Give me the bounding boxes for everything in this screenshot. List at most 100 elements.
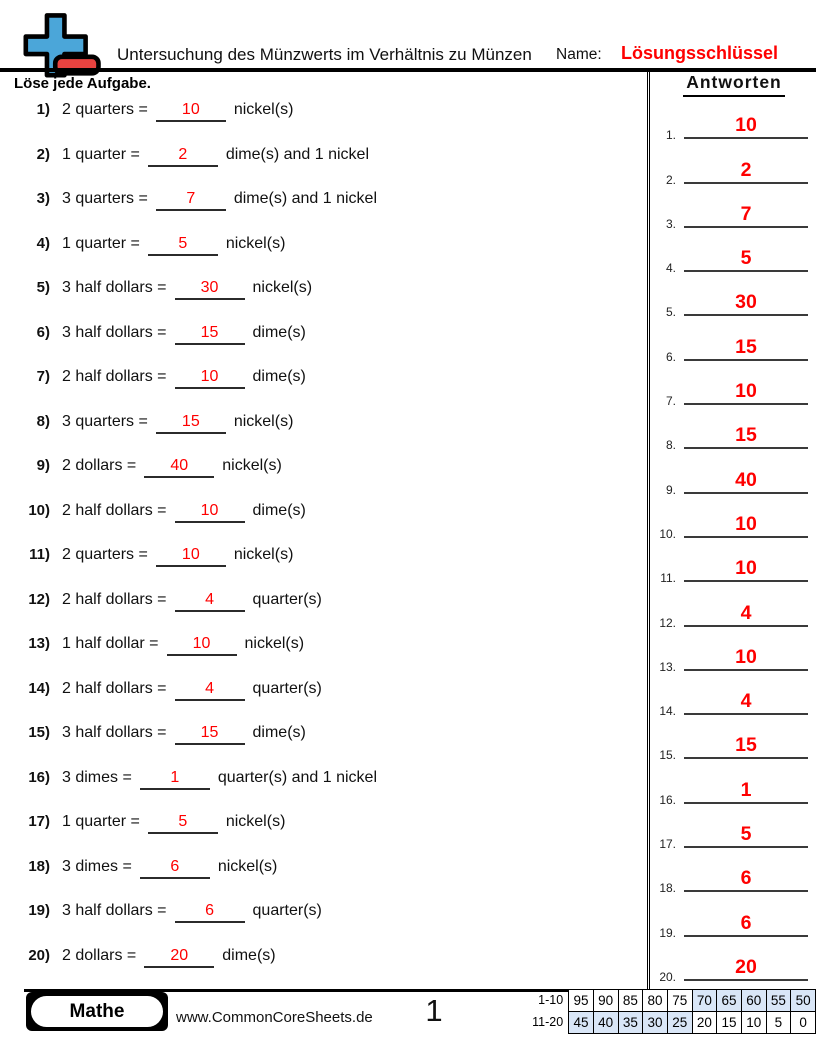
blank-answer-value: 6	[170, 857, 180, 875]
problem-text-after: dime(s)	[252, 501, 306, 519]
score-cell: 80	[642, 988, 668, 1012]
problem-number: 7)	[36, 368, 50, 385]
problem-text-before: 1 half dollar =	[62, 635, 159, 652]
problem-number: 5)	[36, 279, 50, 296]
answer-row: 20. 20	[650, 945, 814, 989]
answer-key-label: Lösungsschlüssel	[621, 43, 779, 63]
answer-line	[684, 270, 808, 273]
blank-answer-value: 15	[200, 323, 219, 341]
blank-answer-value: 7	[186, 190, 196, 207]
answer-row: 2. 2	[650, 147, 814, 191]
blank-answer-value: 5	[178, 813, 188, 830]
answer-value: 4	[740, 690, 752, 713]
answer-value: 15	[735, 734, 757, 757]
answer-number: 8.	[665, 438, 676, 453]
problem-text-after: dime(s) and 1 nickel	[225, 145, 369, 163]
answer-value: 10	[735, 512, 757, 535]
problem-row: 15) 3 half dollars = 15 dime(s)	[10, 717, 640, 762]
answer-line	[684, 358, 808, 361]
problem-number: 19)	[28, 902, 50, 919]
problem-text-before: 2 dollars =	[62, 946, 137, 964]
answer-value: 5	[740, 247, 752, 270]
problem-row: 8) 3 quarters = 15 nickel(s)	[10, 406, 640, 451]
problem-row: 9) 2 dollars = 40 nickel(s)	[10, 450, 640, 495]
answer-blank: 5	[147, 812, 218, 834]
problem-text-after: nickel(s)	[244, 635, 305, 652]
answer-number: 17.	[659, 837, 676, 852]
answers-title: Antworten	[683, 72, 785, 97]
answer-number: 13.	[659, 659, 676, 674]
problem-row: 1) 2 quarters = 10 nickel(s)	[10, 94, 640, 139]
name-label: Name:	[556, 46, 602, 63]
answer-number: 18.	[659, 881, 676, 896]
answer-row: 6. 15	[650, 324, 814, 368]
answer-value: 15	[735, 424, 757, 447]
answer-line	[684, 757, 808, 760]
answer-row: 12. 4	[650, 590, 814, 634]
answer-blank: 6	[174, 901, 245, 923]
answer-line	[684, 535, 808, 538]
blank-answer-value: 30	[200, 279, 219, 296]
answer-number: 6.	[665, 349, 676, 364]
footer-rule	[24, 989, 816, 992]
answer-blank: 6	[139, 857, 210, 879]
answer-value: 7	[740, 202, 752, 225]
answer-value: 10	[735, 114, 757, 137]
problem-number: 10)	[28, 501, 50, 519]
problem-text-after: nickel(s)	[233, 546, 294, 563]
problem-row: 10) 2 half dollars = 10 dime(s)	[10, 495, 640, 540]
score-cell: 60	[740, 988, 767, 1012]
answer-line	[684, 801, 808, 804]
problem-text-before: 3 quarters =	[62, 190, 148, 207]
problem-text-after: nickel(s)	[252, 279, 313, 296]
problem-number: 13)	[28, 635, 50, 652]
blank-answer-value: 20	[170, 946, 189, 964]
blank-answer-value: 10	[200, 368, 219, 385]
answer-row: 18. 6	[650, 856, 814, 900]
problem-text-before: 3 dimes =	[62, 768, 132, 786]
problem-number: 4)	[36, 234, 50, 252]
answer-value: 6	[740, 911, 752, 934]
answer-line	[684, 934, 808, 937]
answer-blank: 15	[155, 412, 226, 434]
answer-blank: 30	[174, 278, 245, 300]
answer-blank: 20	[144, 946, 215, 968]
answer-value: 30	[735, 291, 757, 314]
problem-number: 1)	[36, 101, 50, 118]
answer-blank: 10	[155, 100, 226, 122]
answer-row: 1. 10	[650, 103, 814, 147]
answer-number: 10.	[659, 526, 676, 541]
subject-badge: Mathe	[26, 992, 168, 1031]
problem-number: 8)	[36, 412, 50, 430]
answer-row: 13. 10	[650, 635, 814, 679]
answer-number: 5.	[665, 305, 676, 320]
problem-text-before: 1 quarter =	[62, 234, 140, 252]
problem-number: 12)	[28, 590, 50, 608]
answers-title-wrap: Antworten	[655, 72, 813, 97]
answer-row: 17. 5	[650, 812, 814, 856]
answer-row: 7. 10	[650, 369, 814, 413]
score-cell: 10	[740, 1010, 767, 1034]
problem-text-before: 2 dollars =	[62, 457, 137, 474]
problem-row: 3) 3 quarters = 7 dime(s) and 1 nickel	[10, 183, 640, 228]
problem-text-before: 2 half dollars =	[62, 368, 167, 385]
answers-list: 1. 10 2. 2 3. 7 4. 5 5. 30 6. 15 7. 10 8. 15 9. 40 10. 10 11…	[650, 103, 814, 989]
answer-row: 5. 30	[650, 280, 814, 324]
problem-row: 12) 2 half dollars = 4 quarter(s)	[10, 584, 640, 629]
problem-text-before: 2 quarters =	[62, 101, 148, 118]
score-cell: 75	[666, 988, 693, 1012]
score-range-label: 11-20	[532, 1015, 564, 1029]
instruction-text: Löse jede Aufgabe.	[14, 75, 151, 92]
problem-row: 17) 1 quarter = 5 nickel(s)	[10, 806, 640, 851]
answer-number: 12.	[659, 615, 676, 630]
problem-text-after: dime(s) and 1 nickel	[233, 190, 377, 207]
problem-text-before: 3 half dollars =	[62, 323, 167, 341]
problem-text-after: dime(s)	[222, 946, 276, 964]
answer-value: 40	[735, 468, 757, 491]
score-cell: 50	[790, 988, 816, 1012]
blank-answer-value: 10	[192, 635, 211, 652]
answer-number: 2.	[665, 172, 676, 187]
answer-blank: 10	[155, 545, 226, 567]
answer-line	[684, 491, 808, 494]
answer-line	[684, 403, 808, 406]
